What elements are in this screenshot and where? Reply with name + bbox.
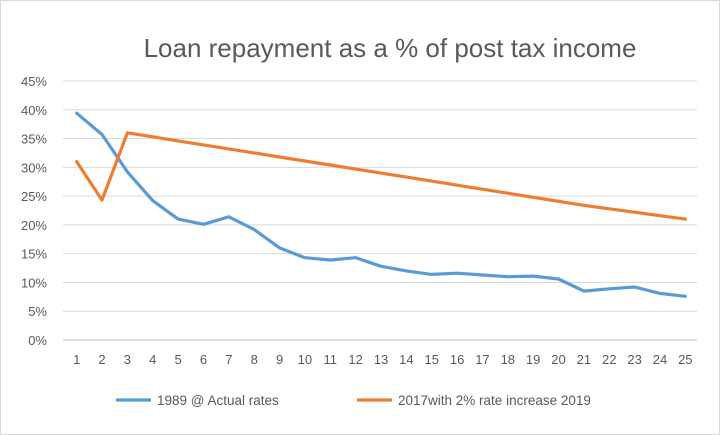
x-tick-label: 9 bbox=[276, 352, 283, 367]
x-tick-label: 22 bbox=[602, 352, 616, 367]
y-tick-label: 15% bbox=[21, 247, 47, 262]
gridlines bbox=[63, 80, 697, 341]
x-tick-label: 14 bbox=[399, 352, 413, 367]
x-tick-label: 4 bbox=[149, 352, 156, 367]
x-tick-label: 3 bbox=[124, 352, 131, 367]
series-line-2 bbox=[75, 131, 687, 221]
legend-item-1: 1989 @ Actual rates bbox=[116, 393, 279, 408]
x-tick-label: 11 bbox=[324, 352, 338, 367]
x-tick-label: 8 bbox=[251, 352, 258, 367]
x-tick-label: 6 bbox=[200, 352, 207, 367]
x-tick-label: 12 bbox=[348, 352, 362, 367]
legend-label: 1989 @ Actual rates bbox=[157, 393, 279, 408]
legend-item-2: 2017with 2% rate increase 2019 bbox=[357, 393, 591, 408]
x-tick-label: 1 bbox=[73, 352, 80, 367]
y-tick-label: 45% bbox=[21, 74, 47, 89]
x-tick-label: 23 bbox=[627, 352, 641, 367]
x-tick-label: 15 bbox=[424, 352, 438, 367]
x-tick-label: 24 bbox=[653, 352, 667, 367]
x-tick-label: 7 bbox=[225, 352, 232, 367]
x-tick-label: 25 bbox=[678, 352, 692, 367]
y-tick-label: 30% bbox=[21, 160, 47, 175]
x-tick-label: 2 bbox=[98, 352, 105, 367]
y-tick-label: 40% bbox=[21, 103, 47, 118]
y-axis-ticks: 0% 5% 10% 15% 20% 25% 30% 35% 40% 45% bbox=[21, 74, 47, 348]
x-tick-label: 18 bbox=[501, 352, 515, 367]
y-tick-label: 10% bbox=[21, 275, 47, 290]
x-tick-label: 19 bbox=[526, 352, 540, 367]
chart-title: Loan repayment as a % of post tax income bbox=[144, 33, 637, 63]
legend-label: 2017with 2% rate increase 2019 bbox=[398, 393, 591, 408]
x-tick-label: 21 bbox=[577, 352, 591, 367]
x-tick-label: 16 bbox=[450, 352, 464, 367]
x-tick-label: 20 bbox=[551, 352, 565, 367]
y-tick-label: 0% bbox=[28, 333, 47, 348]
series-lines bbox=[75, 111, 687, 298]
x-axis-ticks: 1 2 3 4 5 6 7 8 9 10 11 12 13 14 15 16 17 18 19 20 21 22 23 24 2… bbox=[73, 352, 692, 367]
x-tick-label: 10 bbox=[298, 352, 312, 367]
y-tick-label: 20% bbox=[21, 218, 47, 233]
legend: 1989 @ Actual rates 2017with 2% rate incr… bbox=[116, 393, 591, 408]
y-tick-label: 5% bbox=[28, 304, 47, 319]
x-tick-label: 17 bbox=[475, 352, 489, 367]
series-line-1 bbox=[75, 111, 687, 298]
y-tick-label: 35% bbox=[21, 132, 47, 147]
y-tick-label: 25% bbox=[21, 189, 47, 204]
x-tick-label: 13 bbox=[374, 352, 388, 367]
x-tick-label: 5 bbox=[175, 352, 182, 367]
